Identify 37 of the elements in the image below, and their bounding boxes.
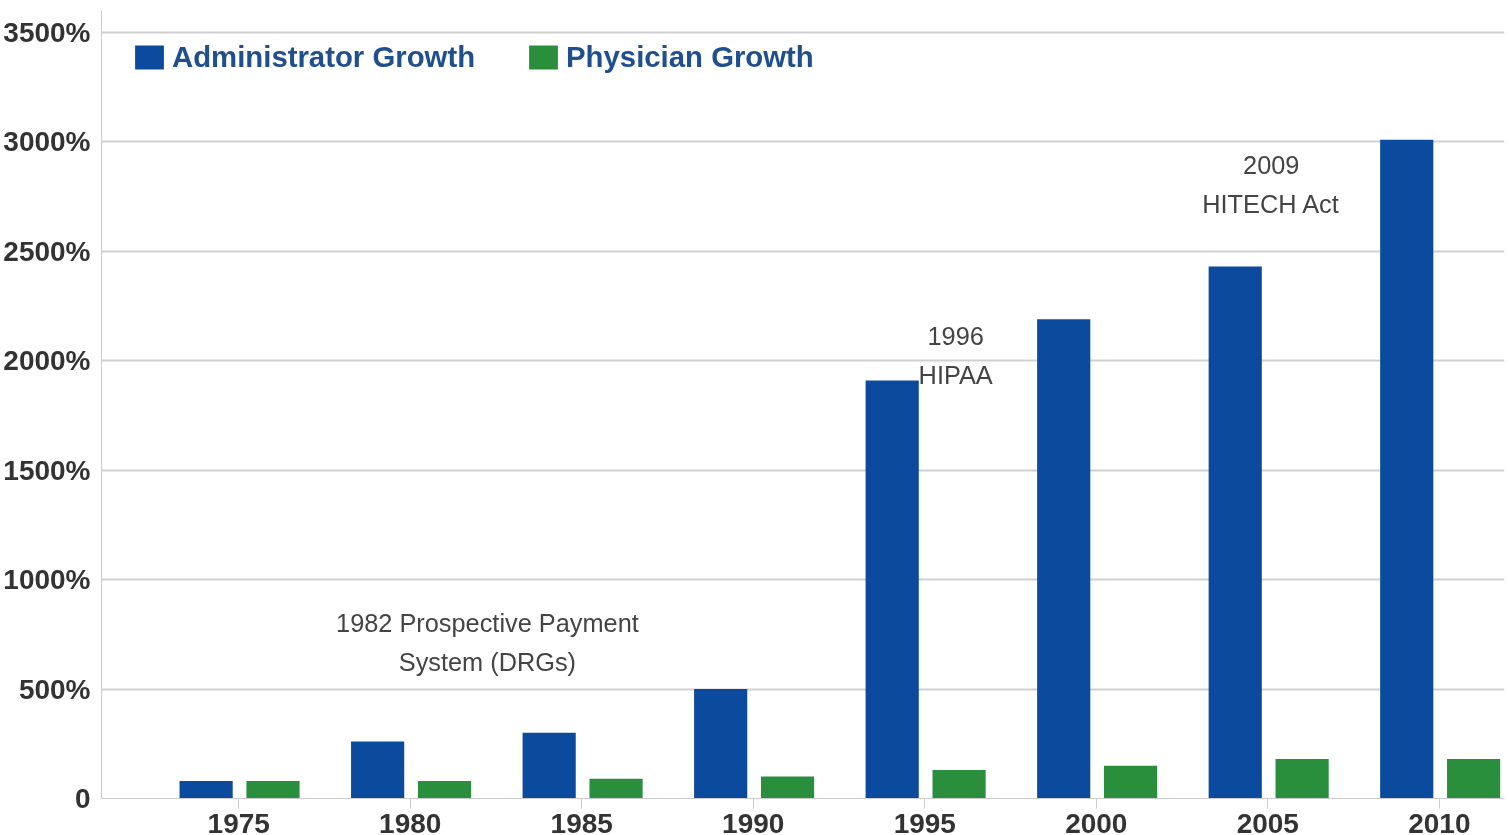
y-tick-label: 500% — [18, 673, 91, 705]
bar — [1380, 139, 1434, 799]
x-tick-label: 1980 — [379, 807, 442, 835]
annotation: 1982 Prospective Payment System (DRGs) — [336, 608, 639, 676]
y-tick-label: 2500% — [3, 235, 91, 267]
x-tick-label: 2005 — [1236, 807, 1299, 835]
annotation: 2009 HITECH Act — [1202, 151, 1339, 219]
bar — [351, 741, 405, 799]
bar — [932, 770, 986, 799]
x-tick-label: 1975 — [207, 807, 270, 835]
bar — [1104, 765, 1158, 799]
bar — [589, 778, 643, 799]
x-tick-label: 1990 — [722, 807, 785, 835]
y-tick-label: 1000% — [3, 564, 91, 596]
legend-label: Administrator Growth — [172, 40, 476, 74]
bar — [1037, 319, 1091, 799]
x-tick-label: 1985 — [550, 807, 613, 835]
bar — [179, 780, 233, 799]
y-tick-label: 2000% — [3, 345, 91, 377]
x-tick-label: 2010 — [1408, 807, 1471, 835]
y-tick-label: 3500% — [3, 16, 91, 48]
legend-label: Physician Growth — [566, 40, 814, 74]
bar — [694, 689, 748, 799]
bar — [865, 380, 919, 799]
bar — [246, 780, 300, 799]
bar — [1275, 759, 1329, 799]
bar — [1208, 266, 1262, 799]
bar — [1447, 759, 1501, 799]
y-tick-label: 3000% — [3, 126, 91, 158]
y-tick-label: 1500% — [3, 454, 91, 486]
bar — [522, 732, 576, 799]
x-tick-label: 2000 — [1065, 807, 1128, 835]
annotation: 1996 HIPAA — [918, 321, 993, 390]
x-tick-label: 1995 — [893, 807, 956, 835]
bar — [417, 780, 472, 799]
y-tick-label: 0 — [74, 783, 91, 814]
bar — [760, 776, 815, 799]
